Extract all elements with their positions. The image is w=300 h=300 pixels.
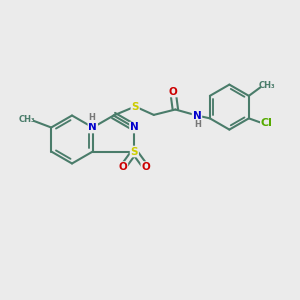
Text: O: O (169, 86, 177, 97)
Text: Cl: Cl (261, 118, 273, 128)
Text: H: H (194, 120, 201, 129)
Text: N: N (88, 122, 97, 133)
Text: CH₃: CH₃ (259, 82, 275, 91)
Text: N: N (130, 122, 139, 133)
Text: H: H (89, 113, 96, 122)
Text: S: S (131, 101, 139, 112)
Text: CH₃: CH₃ (19, 115, 35, 124)
Text: O: O (118, 162, 127, 172)
Text: O: O (141, 162, 150, 172)
Text: N: N (193, 110, 201, 121)
Text: S: S (130, 146, 138, 157)
